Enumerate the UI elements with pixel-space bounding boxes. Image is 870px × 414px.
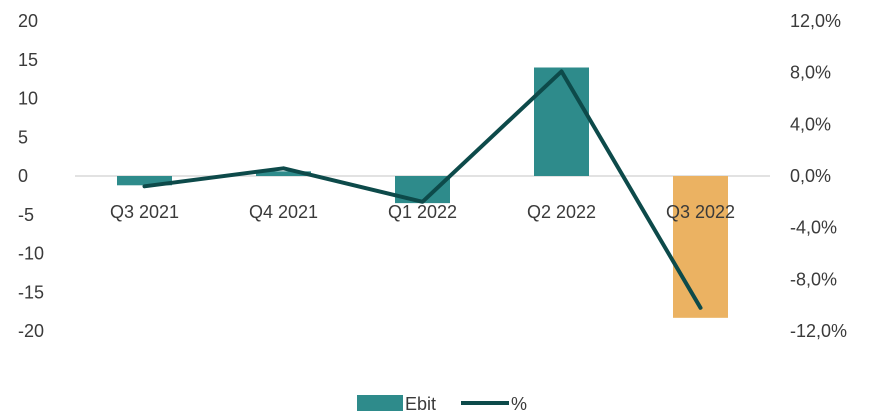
right-tick-label: 0,0% [790, 166, 831, 186]
category-label: Q3 2022 [666, 202, 735, 222]
right-tick-label: 4,0% [790, 114, 831, 134]
legend-swatch-ebit [357, 395, 403, 411]
left-tick-label: -5 [18, 205, 34, 225]
left-tick-label: 15 [18, 50, 38, 70]
bar [256, 171, 311, 176]
legend-label-percent: % [511, 394, 527, 414]
right-tick-label: 12,0% [790, 11, 841, 31]
left-tick-label: 10 [18, 89, 38, 109]
right-tick-label: -12,0% [790, 321, 847, 341]
right-tick-label: -4,0% [790, 218, 837, 238]
right-tick-label: 8,0% [790, 63, 831, 83]
category-label: Q4 2021 [249, 202, 318, 222]
bar-series [117, 67, 728, 318]
left-tick-label: 5 [18, 127, 28, 147]
percent-line [142, 69, 703, 310]
bar [117, 176, 172, 186]
left-tick-label: 20 [18, 11, 38, 31]
category-label: Q2 2022 [527, 202, 596, 222]
bar [534, 67, 589, 176]
legend: Ebit % [357, 394, 527, 414]
right-axis: 12,0% 8,0% 4,0% 0,0% -4,0% -8,0% -12,0% [790, 11, 847, 341]
right-tick-label: -8,0% [790, 269, 837, 289]
legend-label-ebit: Ebit [405, 394, 436, 414]
bar [673, 176, 728, 318]
left-tick-label: 0 [18, 166, 28, 186]
left-tick-label: -20 [18, 321, 44, 341]
category-label: Q3 2021 [110, 202, 179, 222]
left-axis: 20 15 10 5 0 -5 -10 -15 -20 [18, 11, 44, 341]
left-tick-label: -10 [18, 244, 44, 264]
left-tick-label: -15 [18, 282, 44, 302]
category-axis: Q3 2021 Q4 2021 Q1 2022 Q2 2022 Q3 2022 [110, 202, 735, 222]
category-label: Q1 2022 [388, 202, 457, 222]
